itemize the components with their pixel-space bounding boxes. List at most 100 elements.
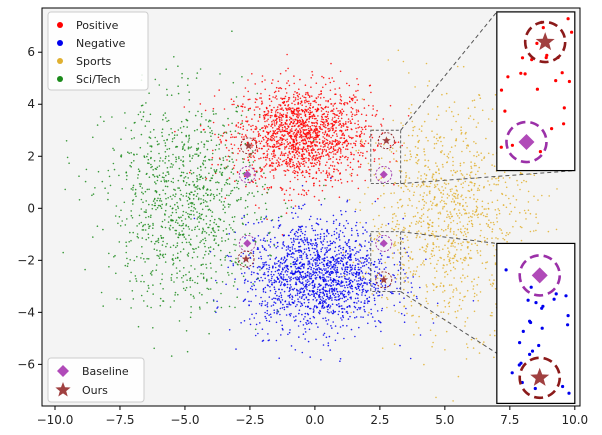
- data-point: [370, 91, 372, 94]
- data-point: [302, 153, 305, 155]
- data-point: [243, 214, 245, 217]
- data-point: [335, 299, 338, 302]
- data-point: [295, 260, 298, 263]
- data-point: [287, 80, 290, 82]
- data-point: [159, 199, 161, 202]
- data-point: [223, 108, 226, 110]
- data-point: [315, 265, 317, 268]
- data-point: [187, 213, 189, 215]
- data-point: [533, 174, 536, 177]
- data-point: [427, 229, 430, 232]
- data-point: [146, 120, 148, 123]
- data-point: [327, 144, 330, 146]
- data-point: [434, 334, 437, 337]
- data-point: [323, 96, 325, 99]
- data-point: [493, 223, 495, 226]
- data-point: [323, 300, 325, 302]
- data-point: [474, 242, 477, 245]
- data-point: [293, 316, 295, 318]
- data-point: [210, 135, 212, 137]
- data-point: [313, 294, 315, 296]
- data-point: [429, 219, 431, 221]
- data-point: [213, 221, 215, 224]
- data-point: [457, 375, 460, 378]
- data-point: [338, 112, 341, 114]
- data-point: [462, 140, 465, 143]
- data-point: [267, 333, 269, 335]
- data-point: [281, 247, 284, 249]
- data-point: [461, 194, 463, 196]
- data-point: [354, 306, 357, 309]
- data-point: [301, 288, 304, 290]
- data-point: [327, 308, 329, 311]
- data-point: [339, 156, 342, 158]
- data-point: [279, 136, 282, 139]
- data-point: [273, 262, 276, 264]
- data-point: [276, 311, 278, 313]
- data-point: [118, 216, 121, 218]
- data-point: [305, 157, 307, 159]
- data-point: [341, 254, 344, 257]
- data-point: [380, 177, 383, 179]
- data-point: [258, 265, 260, 268]
- data-point: [325, 154, 327, 156]
- data-point: [328, 298, 330, 301]
- data-point: [360, 139, 363, 141]
- data-point: [280, 301, 282, 304]
- data-point: [298, 309, 301, 312]
- data-point: [523, 209, 526, 212]
- data-point: [260, 255, 262, 258]
- data-point: [318, 160, 321, 163]
- data-point: [193, 206, 195, 209]
- data-point: [273, 123, 276, 125]
- data-point: [283, 154, 286, 157]
- data-point: [314, 271, 316, 273]
- data-point: [344, 278, 347, 280]
- data-point: [367, 289, 369, 292]
- data-point: [452, 261, 455, 264]
- data-point: [303, 96, 306, 99]
- data-point: [328, 290, 331, 293]
- data-point: [241, 110, 244, 112]
- data-point: [431, 130, 433, 132]
- data-point: [420, 208, 423, 211]
- data-point: [410, 291, 413, 293]
- data-point: [448, 250, 450, 253]
- data-point: [323, 184, 325, 187]
- data-point: [255, 106, 257, 108]
- data-point: [291, 248, 294, 250]
- data-point: [472, 347, 475, 349]
- data-point: [253, 271, 255, 274]
- data-point: [300, 158, 303, 160]
- data-point: [305, 274, 307, 277]
- data-point: [405, 174, 408, 177]
- data-point: [119, 298, 122, 301]
- data-point: [196, 72, 199, 74]
- data-point: [212, 300, 215, 302]
- data-point: [264, 126, 267, 129]
- data-point: [301, 304, 304, 307]
- data-point: [244, 177, 247, 180]
- data-point: [258, 178, 261, 180]
- data-point: [247, 109, 250, 112]
- data-point: [237, 126, 240, 128]
- data-point: [336, 261, 338, 263]
- data-point: [432, 247, 435, 250]
- data-point: [286, 252, 289, 254]
- data-point: [334, 292, 337, 295]
- data-point: [334, 153, 337, 155]
- data-point: [264, 156, 267, 159]
- data-point: [294, 134, 297, 136]
- data-point: [309, 134, 312, 136]
- data-point: [405, 172, 407, 174]
- data-point: [411, 134, 414, 137]
- data-point: [330, 264, 332, 266]
- data-point: [287, 156, 289, 159]
- data-point: [225, 283, 227, 286]
- data-point: [423, 192, 426, 194]
- data-point: [466, 247, 469, 249]
- data-point: [435, 246, 438, 248]
- data-point: [273, 136, 276, 138]
- data-point: [274, 266, 277, 269]
- data-point: [280, 283, 283, 285]
